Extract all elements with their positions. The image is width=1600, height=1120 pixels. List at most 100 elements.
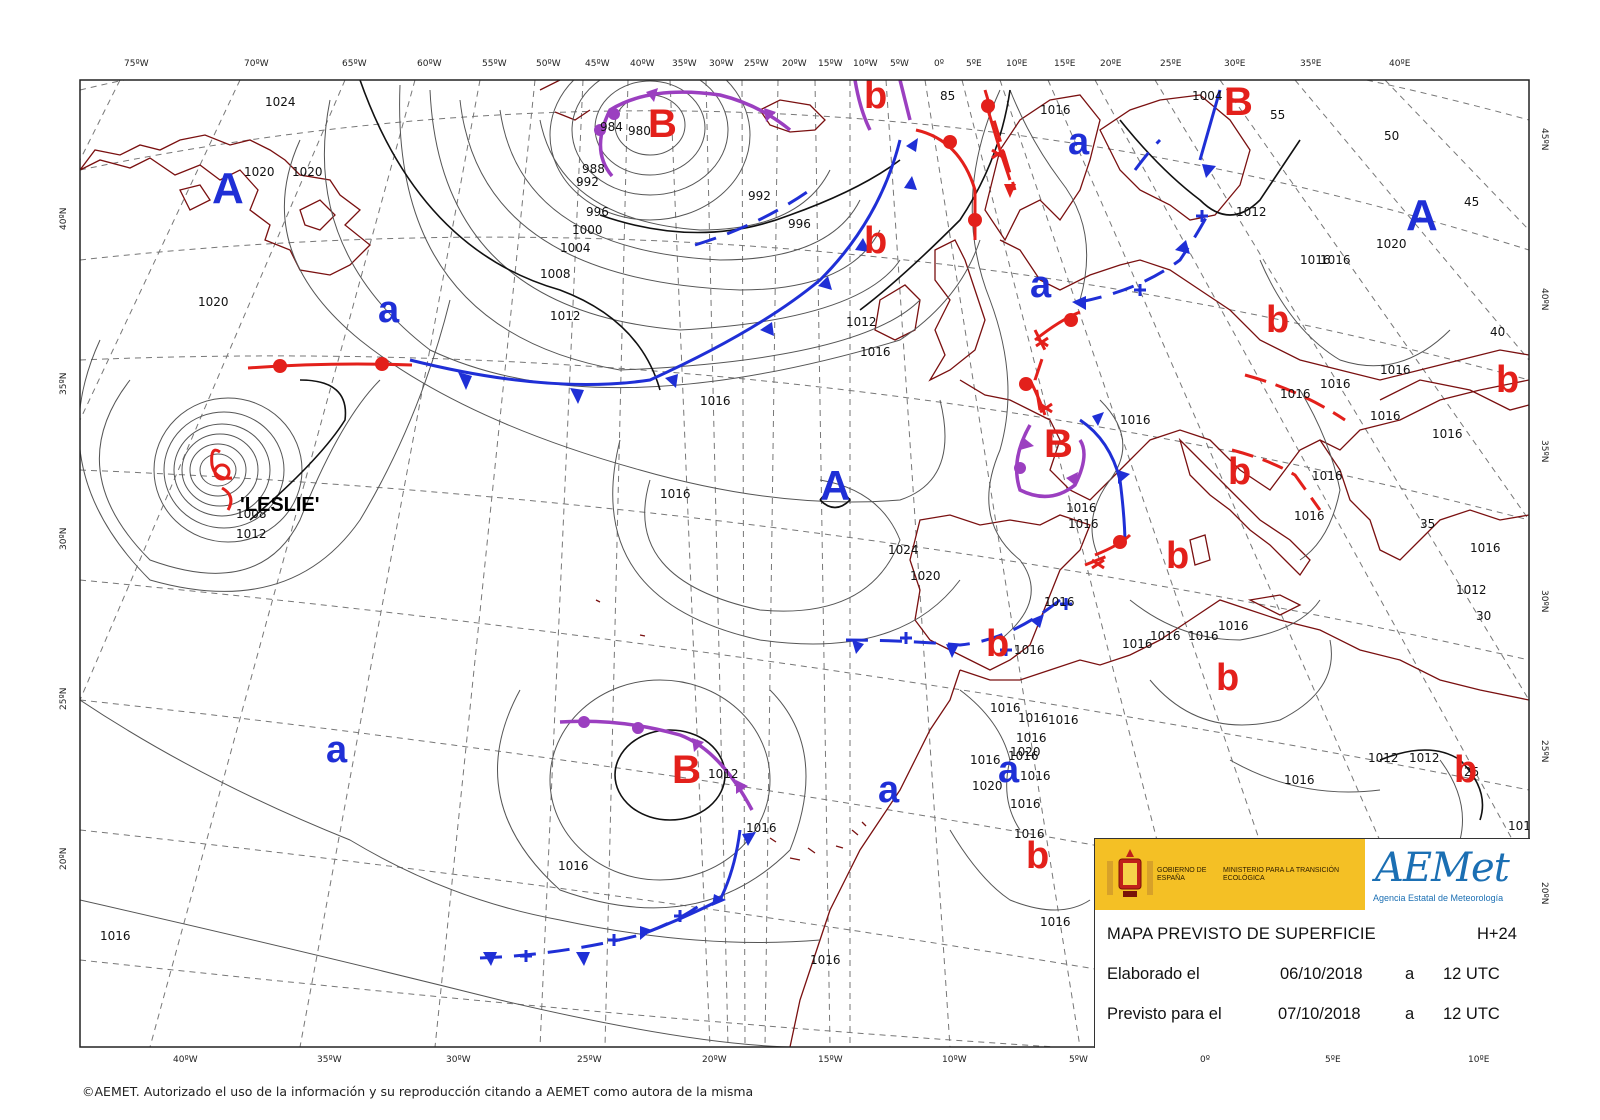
gobierno-text: GOBIERNO DE ESPAÑA: [1157, 867, 1207, 882]
isobar-label: 1016: [746, 821, 777, 835]
isobar-label: 1016: [700, 394, 731, 408]
isobars-thin: [80, 80, 1463, 1047]
lon-label: 40ºW: [173, 1055, 198, 1065]
isobar-label: 1016: [1040, 103, 1071, 117]
lon-label: 0º: [934, 59, 944, 69]
isobar-label: 1012: [236, 527, 267, 541]
isobar-label: 1016: [1294, 509, 1325, 523]
lon-label: 25ºE: [1160, 59, 1182, 69]
isobar-label: 1016: [100, 929, 131, 943]
isobar-label: 1016: [1320, 253, 1351, 267]
relative-high: a: [878, 769, 900, 811]
isobar-label: 992: [576, 175, 599, 189]
relative-low: b: [1266, 299, 1289, 341]
lon-label: 30ºE: [1224, 59, 1246, 69]
lon-label: 25ºW: [577, 1055, 602, 1065]
isobar-label: 101: [1508, 819, 1531, 833]
dashed-warm-fronts: [983, 89, 1346, 567]
isobar-label: 1016: [1470, 541, 1501, 555]
lon-label: 5ºE: [966, 59, 982, 69]
isobar-label: 30: [1476, 609, 1491, 623]
isobar-label: 85: [940, 89, 955, 103]
isobar-label: 1004: [1192, 89, 1223, 103]
occluded-fronts: [559, 80, 1086, 811]
map-frame: [79, 79, 1530, 1048]
isobar-label: 1004: [560, 241, 591, 255]
lon-label: 20ºE: [1100, 59, 1122, 69]
relative-low: b: [986, 623, 1009, 665]
lon-label: 10ºE: [1468, 1055, 1490, 1065]
isobar-label: 25: [1464, 765, 1479, 779]
lon-label: 15ºE: [1054, 59, 1076, 69]
isobar-label: 50: [1384, 129, 1399, 143]
high-center: A: [820, 462, 850, 509]
isobar-label: 1012: [708, 767, 739, 781]
ministerio-text: MINISTERIO PARA LA TRANSICIÓN ECOLÓGICA: [1223, 867, 1340, 882]
isobar-label: 988: [582, 162, 605, 176]
isobar-label: 1016: [1300, 253, 1331, 267]
isobar-label: 1016: [990, 701, 1021, 715]
bottom-longitude-labels: 40ºW 35ºW 30ºW 25ºW 20ºW 15ºW 10ºW 5ºW 0…: [173, 1055, 1490, 1065]
lon-label: 55ºW: [482, 59, 507, 69]
isobar-label: 1016: [1068, 517, 1099, 531]
forecast-step: H+24: [1477, 925, 1517, 943]
lon-label: 5ºW: [890, 59, 909, 69]
pressure-centers: A A A B B B B a a a a a a b b b b b b b …: [212, 80, 1519, 877]
lon-label: 20ºW: [702, 1055, 727, 1065]
lon-label: 45ºW: [585, 59, 610, 69]
isobar-label: 1016: [1066, 501, 1097, 515]
lon-label: 35ºE: [1300, 59, 1322, 69]
isobar-label: 35: [1420, 517, 1435, 531]
relative-low: b: [864, 220, 887, 262]
isobar-label: 992: [748, 189, 771, 203]
isobar-label: 1012: [1456, 583, 1487, 597]
lat-label: 20ºN: [1539, 882, 1549, 904]
lat-label: 35ºN: [1539, 440, 1549, 462]
lat-label: 45ºN: [1539, 128, 1549, 150]
isobar-label: 1016: [1014, 827, 1045, 841]
low-center: B: [648, 102, 677, 146]
aemet-logo: AEMet Agencia Estatal de Meteorología: [1367, 839, 1530, 910]
relative-low: b: [1496, 359, 1519, 401]
lon-label: 30ºW: [709, 59, 734, 69]
lat-label: 25ºN: [59, 688, 69, 710]
lon-label: 5ºE: [1325, 1055, 1341, 1065]
isobar-label: 1016: [1320, 377, 1351, 391]
relative-high: a: [1030, 264, 1052, 306]
relative-high: a: [378, 289, 400, 331]
copyright-notice: ©AEMET. Autorizado el uso de la informac…: [82, 1084, 754, 1099]
isobar-label: 1016: [1280, 387, 1311, 401]
government-banner: GOBIERNO DE ESPAÑA MINISTERIO PARA LA TR…: [1095, 839, 1365, 910]
relative-high: a: [998, 749, 1020, 791]
map-title: MAPA PREVISTO DE SUPERFICIE: [1107, 925, 1376, 943]
lon-label: 25ºW: [744, 59, 769, 69]
red-crosses: [991, 148, 1105, 570]
isobar-label: 1016: [1010, 797, 1041, 811]
storm-name-label: 'LESLIE': [240, 494, 320, 516]
hurricane-symbol: [210, 448, 233, 511]
relative-low: b: [1026, 835, 1049, 877]
isobar-label: 1012: [1409, 751, 1440, 765]
elaborado-time: 12 UTC: [1443, 965, 1500, 983]
isobar-label: 1016: [1312, 469, 1343, 483]
isobar-label: 1016: [1020, 769, 1051, 783]
relative-low: b: [1228, 451, 1251, 493]
isobar-label: 1016: [558, 859, 589, 873]
isobar-label: 1016: [1018, 711, 1049, 725]
lat-label: 40ºN: [59, 208, 69, 230]
lon-label: 60ºW: [417, 59, 442, 69]
coat-of-arms-icon: [1107, 849, 1153, 897]
elaborado-date: 06/10/2018: [1280, 965, 1363, 983]
occluded-front-symbols: [578, 88, 1078, 794]
isobar-label: 1012: [1368, 751, 1399, 765]
isobar-label: 45: [1464, 195, 1479, 209]
lon-label: 50ºW: [536, 59, 561, 69]
isobar-label: 1020: [1010, 745, 1041, 759]
isobar-label: 1012: [846, 315, 877, 329]
lat-label: 40ºN: [1539, 288, 1549, 310]
lat-label: 20ºN: [59, 848, 69, 870]
isobar-label: 1016: [1040, 915, 1071, 929]
isobar-label: 996: [788, 217, 811, 231]
isobar-label: 1020: [198, 295, 229, 309]
lon-label: 20ºW: [782, 59, 807, 69]
